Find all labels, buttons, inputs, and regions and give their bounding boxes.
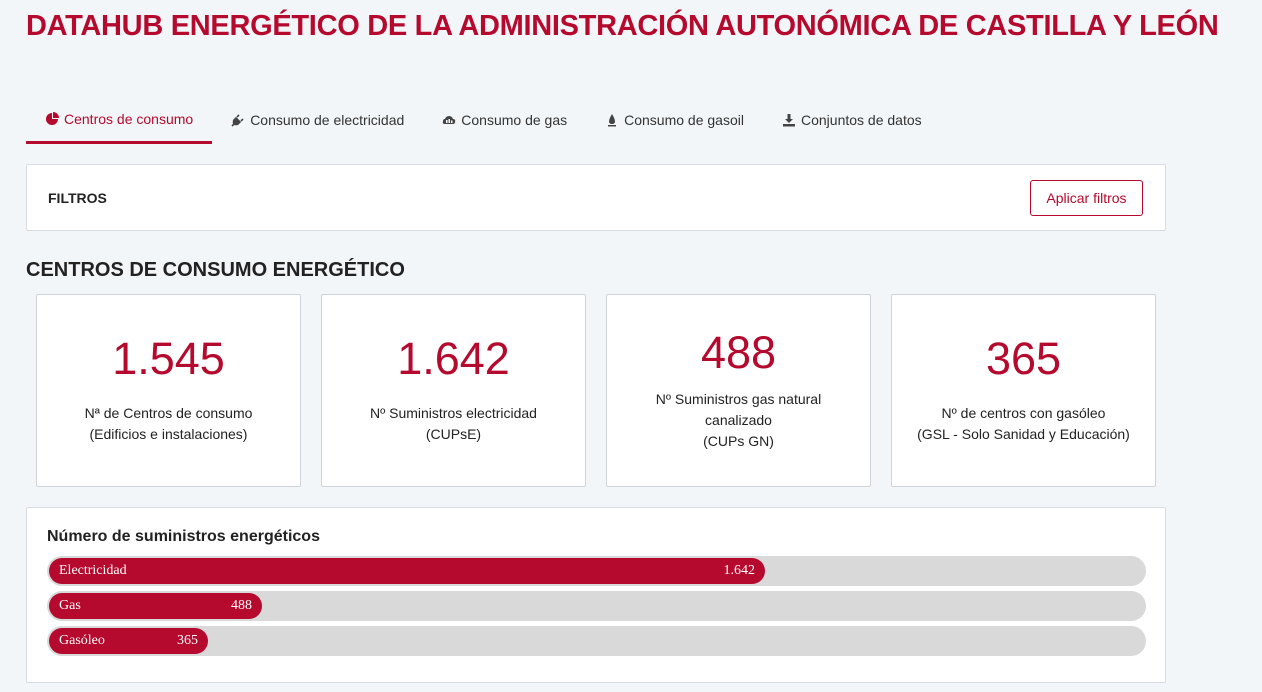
bar-value: 488 (231, 598, 252, 613)
pie-chart-icon (45, 111, 59, 126)
bar-gas[interactable]: Gas 488 (49, 593, 262, 619)
tab-consumo-de-gasoil[interactable]: Consumo de gasoil (586, 100, 763, 140)
kpi-card-centros: 1.545 Nª de Centros de consumo (Edificio… (36, 294, 301, 487)
kpi-label: Nº Suministros gas natural canalizado (C… (655, 390, 822, 449)
tab-label: Conjuntos de datos (800, 112, 922, 128)
plug-icon (231, 113, 245, 127)
page-title: DATAHUB ENERGÉTICO DE LA ADMINISTRACIÓN … (26, 10, 1219, 42)
bar-label: Gasóleo (59, 633, 105, 648)
tab-label: Consumo de gasoil (624, 112, 744, 128)
supplies-title: Número de suministros energéticos (47, 528, 320, 545)
tab-conjuntos-de-datos[interactable]: Conjuntos de datos (763, 100, 941, 140)
gas-cloud-icon (442, 113, 456, 127)
section-title: CENTROS DE CONSUMO ENERGÉTICO (26, 259, 405, 281)
tab-label: Centros de consumo (64, 110, 194, 127)
tab-label: Consumo de gas (461, 112, 568, 128)
kpi-value: 1.545 (112, 333, 225, 384)
tab-label: Consumo de electricidad (250, 112, 405, 128)
kpi-label: Nª de Centros de consumo (Edificios e in… (84, 405, 253, 442)
kpi-card-gasoleo: 365 Nº de centros con gasóleo (GSL - Sol… (891, 294, 1156, 487)
bar-value: 365 (177, 633, 198, 648)
tab-bar: Centros de consumo Consumo de electricid… (26, 100, 941, 144)
download-icon (782, 113, 796, 127)
kpi-card-electricidad: 1.642 Nº Suministros electricidad (CUPsE… (321, 294, 586, 487)
tab-centros-de-consumo[interactable]: Centros de consumo (26, 100, 213, 144)
kpi-value: 1.642 (397, 333, 510, 384)
bar-track-gas: Gas 488 (47, 591, 1146, 621)
bar-label: Gas (59, 598, 81, 613)
bar-gasoleo[interactable]: Gasóleo 365 (49, 628, 208, 654)
tab-consumo-de-gas[interactable]: Consumo de gas (423, 100, 586, 140)
kpi-card-gas: 488 Nº Suministros gas natural canalizad… (606, 294, 871, 487)
kpi-label: Nº de centros con gasóleo (GSL - Solo Sa… (917, 405, 1130, 442)
bar-label: Electricidad (59, 563, 127, 578)
kpi-value: 488 (700, 326, 777, 378)
filters-panel: FILTROS Aplicar filtros (26, 164, 1166, 231)
bar-electricidad[interactable]: Electricidad 1.642 (49, 558, 765, 584)
kpi-value: 365 (985, 333, 1062, 384)
supplies-chart-panel: Número de suministros energéticos Electr… (26, 507, 1166, 683)
fuel-drop-icon (605, 113, 619, 127)
kpi-label: Nº Suministros electricidad (CUPsE) (370, 405, 537, 442)
filters-label: FILTROS (48, 189, 107, 206)
bar-value: 1.642 (723, 563, 756, 578)
bar-track-electricidad: Electricidad 1.642 (47, 556, 1146, 586)
apply-filters-button[interactable]: Aplicar filtros (1030, 179, 1143, 216)
tab-consumo-de-electricidad[interactable]: Consumo de electricidad (212, 100, 423, 140)
bar-track-gasoleo: Gasóleo 365 (47, 626, 1146, 656)
